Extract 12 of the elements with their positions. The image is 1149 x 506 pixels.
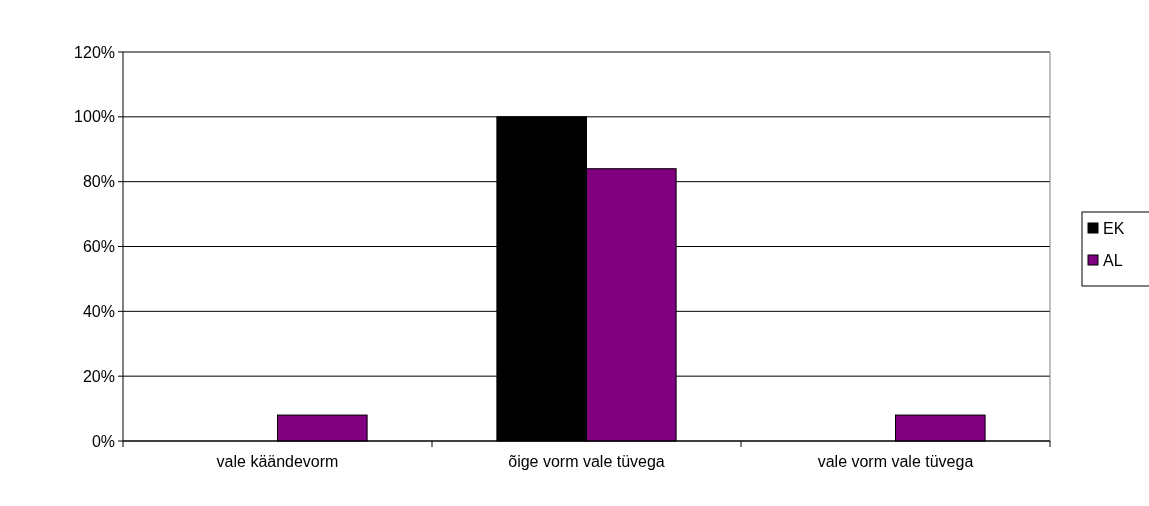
legend-label: AL [1103,251,1123,269]
x-tick-label: vale käändevorm [216,453,339,470]
y-tick-label: 20% [82,367,115,385]
y-tick-label: 100% [74,108,115,126]
legend-label: EK [1103,219,1125,237]
y-tick-label: 80% [82,173,115,191]
y-tick-label: 60% [82,238,115,256]
y-tick-label: 40% [82,302,115,320]
x-tick-label: õige vorm vale tüvega [508,453,665,470]
y-tick-label: 0% [91,432,115,450]
x-tick-label: vale vorm vale tüvega [817,453,974,470]
y-tick-label: 120% [74,43,115,61]
